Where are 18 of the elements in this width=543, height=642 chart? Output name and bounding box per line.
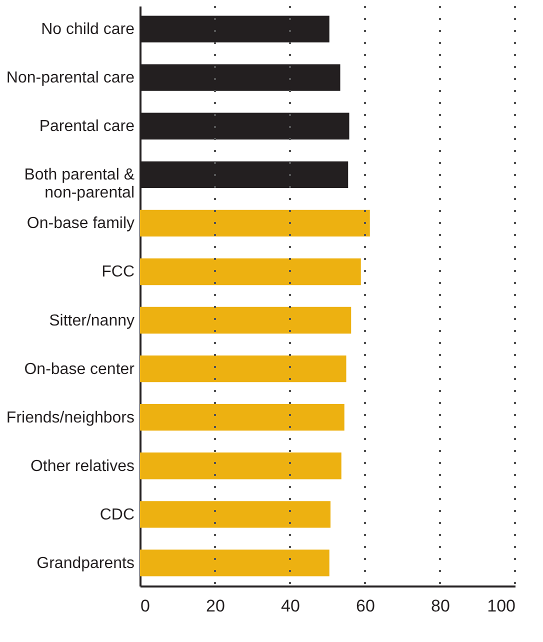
- y-tick-label: Non-parental care: [6, 70, 135, 87]
- y-tick-label: On-base center: [24, 360, 136, 378]
- x-tick-label: 60: [356, 596, 375, 616]
- y-tick-label: CDC: [100, 506, 134, 524]
- x-tick-label: 0: [140, 596, 150, 616]
- y-tick-label: Other relatives: [30, 458, 134, 475]
- x-tick-label: 80: [431, 596, 450, 616]
- x-tick-label: 20: [206, 596, 225, 616]
- y-tick-label: FCC: [102, 264, 134, 281]
- y-tick-label: Grandparents: [36, 554, 134, 572]
- y-tick-label: Sitter/nanny: [49, 312, 134, 330]
- y-tick-label: Both parental & non-parental: [24, 166, 135, 202]
- y-tick-label: Friends/neighbors: [6, 409, 134, 426]
- x-tick-label: 100: [487, 596, 516, 616]
- y-tick-label: Parental care: [39, 118, 135, 136]
- y-tick-label: On-base family: [26, 215, 134, 232]
- x-tick-label: 40: [281, 596, 300, 616]
- y-tick-label: No child care: [41, 21, 135, 38]
